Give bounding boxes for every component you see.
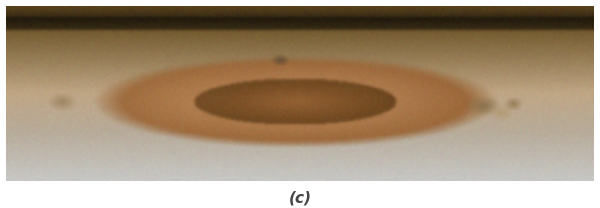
Text: (c): (c) <box>289 190 311 205</box>
